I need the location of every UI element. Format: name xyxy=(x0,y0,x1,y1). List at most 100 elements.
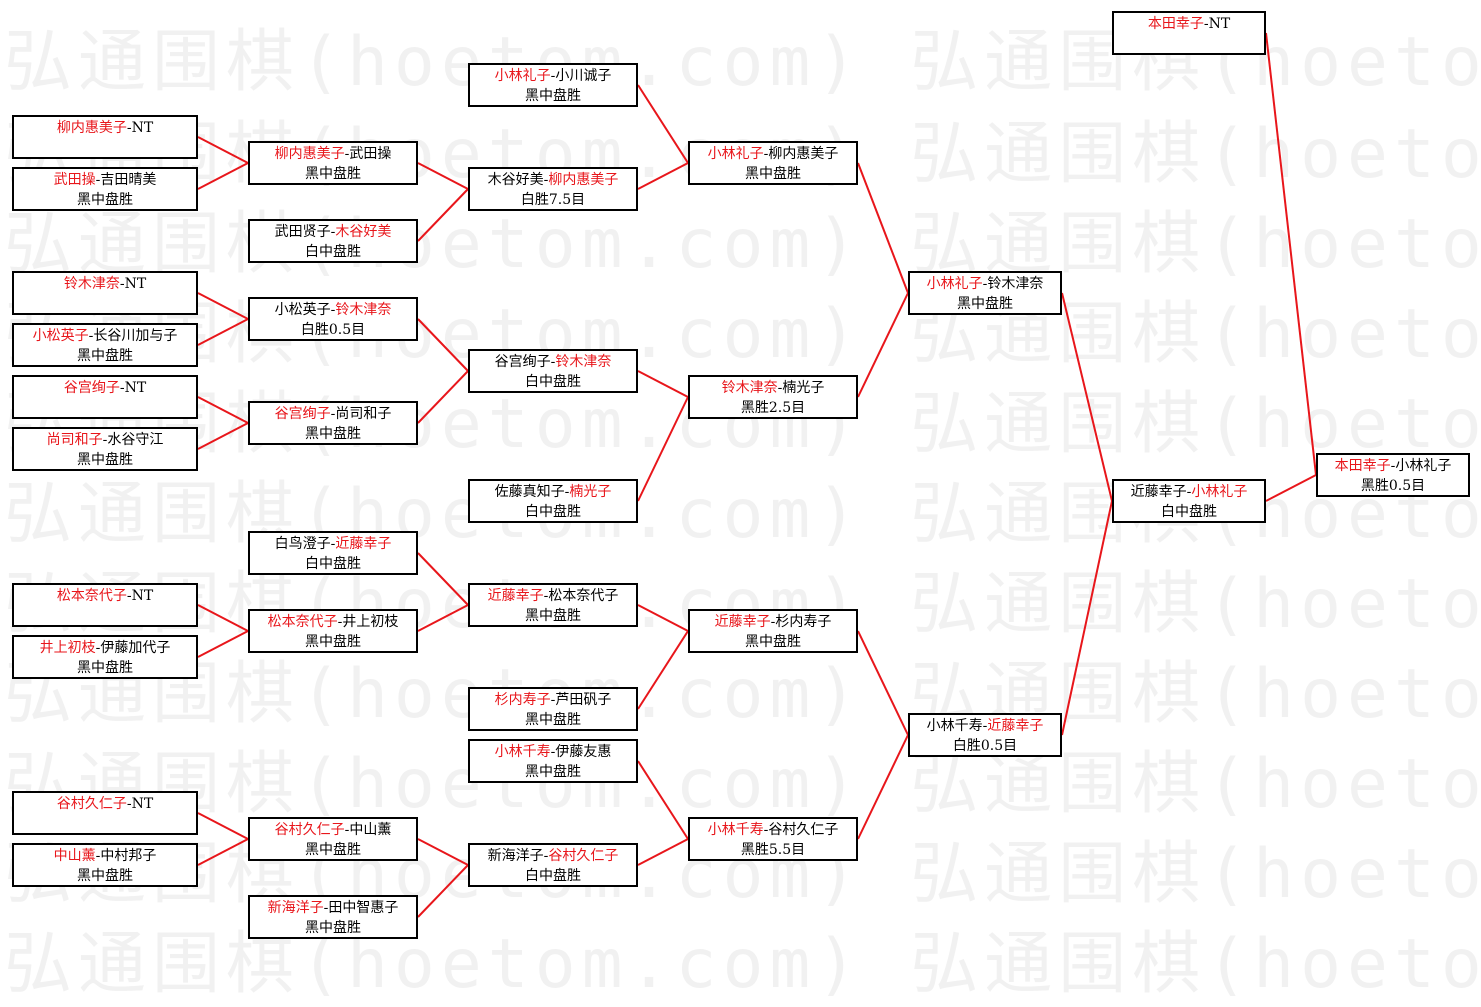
match-players: 小林礼子-柳内惠美子 xyxy=(690,144,856,164)
match-players: 近藤幸子-松本奈代子 xyxy=(470,586,636,606)
match-result: 黑胜0.5目 xyxy=(1360,478,1426,494)
separator: - xyxy=(126,120,132,136)
match-box: 铃木津奈-NT xyxy=(12,271,198,315)
match-players: 谷宫绚子-NT xyxy=(14,378,196,398)
connector-line xyxy=(197,292,249,320)
separator: - xyxy=(119,380,125,396)
connector-line xyxy=(1265,32,1317,476)
match-box: 松本奈代子-井上初枝 黑中盘胜 xyxy=(248,609,418,653)
player-black: 本田幸子 xyxy=(1147,16,1204,32)
player-white: 长谷川加与子 xyxy=(93,328,178,344)
match-players: 铃木津奈-楠光子 xyxy=(690,378,856,398)
player-white: 杉内寿子 xyxy=(775,614,832,630)
match-players: 近藤幸子-杉内寿子 xyxy=(690,612,856,632)
player-white: 伊藤加代子 xyxy=(100,640,171,656)
match-players: 武田操-吉田晴美 xyxy=(14,170,196,190)
match-box: 武田贤子-木谷好美 白中盘胜 xyxy=(248,219,418,263)
player-black: 谷宫绚子 xyxy=(494,354,551,370)
connector-line xyxy=(637,396,689,502)
player-black: 小林千寿 xyxy=(494,744,551,760)
connector-line xyxy=(1061,292,1113,502)
player-black: 本田幸子 xyxy=(1334,458,1391,474)
player-black: 近藤幸子 xyxy=(714,614,771,630)
match-box: 尚司和子-水谷守江 黑中盘胜 xyxy=(12,427,198,471)
match-box: 小林礼子-小川诚子 黑中盘胜 xyxy=(468,63,638,107)
player-black: 谷宫绚子 xyxy=(274,406,331,422)
match-players: 小林礼子-小川诚子 xyxy=(470,66,636,86)
connector-line xyxy=(417,318,469,372)
match-result: 白中盘胜 xyxy=(525,868,581,884)
player-black: 近藤幸子 xyxy=(1130,484,1187,500)
connector-line xyxy=(197,136,249,164)
match-box: 井上初枝-伊藤加代子 黑中盘胜 xyxy=(12,635,198,679)
player-black: 木谷好美 xyxy=(487,172,544,188)
separator: - xyxy=(543,172,549,188)
match-players: 佐藤真知子-楠光子 xyxy=(470,482,636,502)
connector-line xyxy=(637,838,689,866)
separator: - xyxy=(337,614,343,630)
connector-line xyxy=(417,604,469,632)
separator: - xyxy=(95,640,101,656)
player-white: 松本奈代子 xyxy=(548,588,619,604)
player-black: 小松英子 xyxy=(32,328,89,344)
player-white: 楠光子 xyxy=(782,380,825,396)
connector-line xyxy=(857,292,909,398)
player-white: NT xyxy=(124,380,147,396)
connector-line xyxy=(417,370,469,424)
connector-line xyxy=(197,422,249,450)
separator: - xyxy=(550,354,556,370)
match-box: 谷村久仁子-NT xyxy=(12,791,198,835)
connector-line xyxy=(637,84,689,164)
match-players: 谷村久仁子-中山薰 xyxy=(250,820,416,840)
separator: - xyxy=(550,68,556,84)
player-white: 铃木津奈 xyxy=(335,302,392,318)
separator: - xyxy=(344,146,350,162)
connector-line xyxy=(637,162,689,190)
match-box: 白鸟澄子-近藤幸子 白中盘胜 xyxy=(248,531,418,575)
match-result: 白中盘胜 xyxy=(525,504,581,520)
separator: - xyxy=(564,484,570,500)
match-box: 小松英子-长谷川加与子 黑中盘胜 xyxy=(12,323,198,367)
match-box: 佐藤真知子-楠光子白中盘胜 xyxy=(468,479,638,523)
separator: - xyxy=(323,900,329,916)
match-box: 谷宫绚子-铃木津奈 白中盘胜 xyxy=(468,349,638,393)
player-white: 吉田晴美 xyxy=(100,172,157,188)
connector-line xyxy=(197,604,249,632)
match-players: 尚司和子-水谷守江 xyxy=(14,430,196,450)
match-box: 本田幸子-NT xyxy=(1112,11,1266,55)
separator: - xyxy=(88,328,94,344)
match-players: 白鸟澄子-近藤幸子 xyxy=(250,534,416,554)
match-result: 白中盘胜 xyxy=(305,244,361,260)
separator: - xyxy=(330,536,336,552)
separator: - xyxy=(763,146,769,162)
connector-line xyxy=(857,162,909,294)
separator: - xyxy=(543,588,549,604)
player-white: 井上初枝 xyxy=(342,614,399,630)
match-players: 本田幸子-NT xyxy=(1114,14,1264,34)
match-players: 谷宫绚子-尚司和子 xyxy=(250,404,416,424)
player-black: 谷村久仁子 xyxy=(274,822,345,838)
match-players: 井上初枝-伊藤加代子 xyxy=(14,638,196,658)
player-black: 武田操 xyxy=(53,172,96,188)
player-white: 尚司和子 xyxy=(335,406,392,422)
player-white: 柳内惠美子 xyxy=(768,146,839,162)
match-box: 近藤幸子-松本奈代子 黑中盘胜 xyxy=(468,583,638,627)
player-white: 木谷好美 xyxy=(335,224,392,240)
connector-line xyxy=(417,188,469,242)
player-white: 近藤幸子 xyxy=(335,536,392,552)
player-black: 谷宫绚子 xyxy=(63,380,120,396)
player-black: 小林礼子 xyxy=(926,276,983,292)
player-black: 白鸟澄子 xyxy=(274,536,331,552)
player-white: NT xyxy=(131,796,154,812)
match-players: 新海洋子-谷村久仁子 xyxy=(470,846,636,866)
separator: - xyxy=(95,172,101,188)
bracket-connectors xyxy=(197,32,1317,918)
player-white: 武田操 xyxy=(349,146,392,162)
match-players: 小林千寿-谷村久仁子 xyxy=(690,820,856,840)
match-players: 新海洋子-田中智惠子 xyxy=(250,898,416,918)
match-players: 小松英子-铃木津奈 xyxy=(250,300,416,320)
connector-line xyxy=(197,838,249,866)
connector-line xyxy=(197,396,249,424)
player-black: 柳内惠美子 xyxy=(274,146,345,162)
connector-line xyxy=(637,370,689,398)
